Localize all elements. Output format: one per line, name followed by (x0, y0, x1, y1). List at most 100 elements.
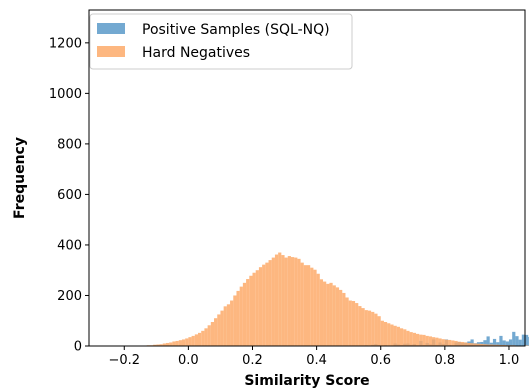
histogram-bar (486, 336, 490, 346)
histogram-bar (249, 275, 253, 346)
histogram-bar (274, 254, 279, 346)
histogram-bar (351, 301, 356, 346)
histogram-bar (380, 320, 384, 346)
x-axis-title: Similarity Score (244, 373, 369, 388)
series-hard-negatives (143, 252, 529, 346)
histogram-bar (441, 339, 445, 346)
histogram-bar (489, 344, 493, 346)
histogram-bar (335, 287, 340, 346)
histogram-bar (499, 344, 503, 346)
histogram-bar (499, 335, 503, 346)
histogram-bar (508, 339, 513, 346)
histogram-bar (258, 267, 263, 346)
histogram-bar (432, 337, 436, 346)
histogram-bar (178, 340, 182, 346)
histogram-bar (319, 279, 324, 346)
histogram-bar (156, 344, 160, 346)
histogram-bar (364, 310, 368, 346)
histogram-bar (348, 300, 352, 346)
histogram-bar (194, 334, 198, 346)
y-tick-label: 200 (57, 289, 82, 304)
histogram-bar (492, 344, 497, 346)
histogram-bar (476, 343, 481, 346)
histogram-bar (496, 344, 500, 346)
x-tick-label: 0.4 (306, 353, 327, 368)
y-tick-label: 0 (74, 340, 82, 355)
histogram-bar (169, 342, 173, 346)
histogram-bar (492, 338, 497, 346)
histogram-bar (307, 265, 311, 346)
histogram-bar (367, 310, 372, 346)
histogram-bar (313, 269, 317, 346)
histogram-bar (287, 256, 291, 346)
histogram-bar (172, 341, 176, 346)
histogram-bar (165, 342, 170, 346)
series-positive (351, 331, 529, 346)
histogram-bar (355, 303, 359, 346)
histogram-bar (467, 342, 471, 346)
histogram-bar (252, 272, 256, 346)
histogram-bar (470, 339, 474, 346)
histogram-bar (332, 285, 336, 346)
histogram-bar (412, 332, 416, 346)
histogram-bar (242, 282, 247, 346)
histogram-bar (416, 333, 420, 346)
histogram-bar (175, 340, 179, 346)
plot-frame (88, 9, 526, 347)
histogram-bar (210, 322, 215, 346)
y-tick-label: 1200 (49, 36, 82, 51)
x-tick-label: 0.0 (178, 353, 199, 368)
legend-swatch-hard-negatives (97, 46, 125, 57)
x-axis: −0.2 0.0 0.2 0.4 0.6 0.8 1.0 (108, 346, 519, 368)
y-axis: 0 200 400 600 800 1000 1200 (49, 36, 89, 355)
histogram-bar (339, 289, 343, 346)
histogram-bar (290, 257, 295, 346)
histogram-bar (409, 332, 413, 346)
histogram-bar (162, 343, 166, 346)
histogram-bar (383, 322, 388, 346)
histogram-bar (214, 318, 218, 346)
histogram-bar (217, 314, 221, 346)
histogram-bar (223, 306, 227, 346)
histogram-bar (428, 336, 433, 346)
histogram-bar (483, 344, 487, 346)
histogram-bar (512, 331, 516, 346)
histogram-bar (188, 337, 192, 346)
y-tick-label: 400 (57, 238, 82, 253)
histogram-bar (425, 335, 429, 346)
histogram-bar (393, 325, 397, 346)
histogram-bar (435, 337, 439, 346)
y-axis-title: Frequency (12, 137, 28, 219)
histogram-bar (265, 262, 269, 346)
histogram-bar (505, 341, 509, 346)
histogram-bar (406, 330, 410, 346)
histogram-bar (464, 342, 468, 346)
histogram-bar (271, 257, 275, 346)
histogram-bar (525, 345, 529, 346)
histogram-bar (159, 344, 163, 346)
legend: Positive Samples (SQL-NQ) Hard Negatives (89, 13, 353, 70)
x-tick-label: 0.6 (370, 353, 391, 368)
histogram-bar (236, 290, 240, 346)
y-tick-label: 1000 (49, 87, 82, 102)
histogram-bar (390, 324, 394, 346)
histogram-bar (153, 344, 157, 346)
histogram-bar (396, 326, 400, 346)
histogram-bar (502, 340, 506, 346)
histogram-bar (310, 267, 314, 346)
legend-frame (89, 13, 353, 70)
histogram-bar (230, 300, 234, 346)
histogram-bar (303, 265, 307, 346)
histogram-bar (502, 344, 506, 346)
histogram-bar (326, 283, 330, 346)
histogram-bar (268, 260, 272, 346)
histogram-bar (201, 330, 205, 346)
histogram-bar (403, 329, 407, 346)
histogram-bar (233, 295, 237, 346)
histogram-bar (457, 341, 461, 346)
histogram-bar (489, 342, 493, 346)
x-tick-label: −0.2 (108, 353, 140, 368)
x-tick-label: 0.8 (435, 353, 456, 368)
legend-label-positive: Positive Samples (SQL-NQ) (142, 22, 330, 38)
histogram-bar (419, 334, 423, 346)
